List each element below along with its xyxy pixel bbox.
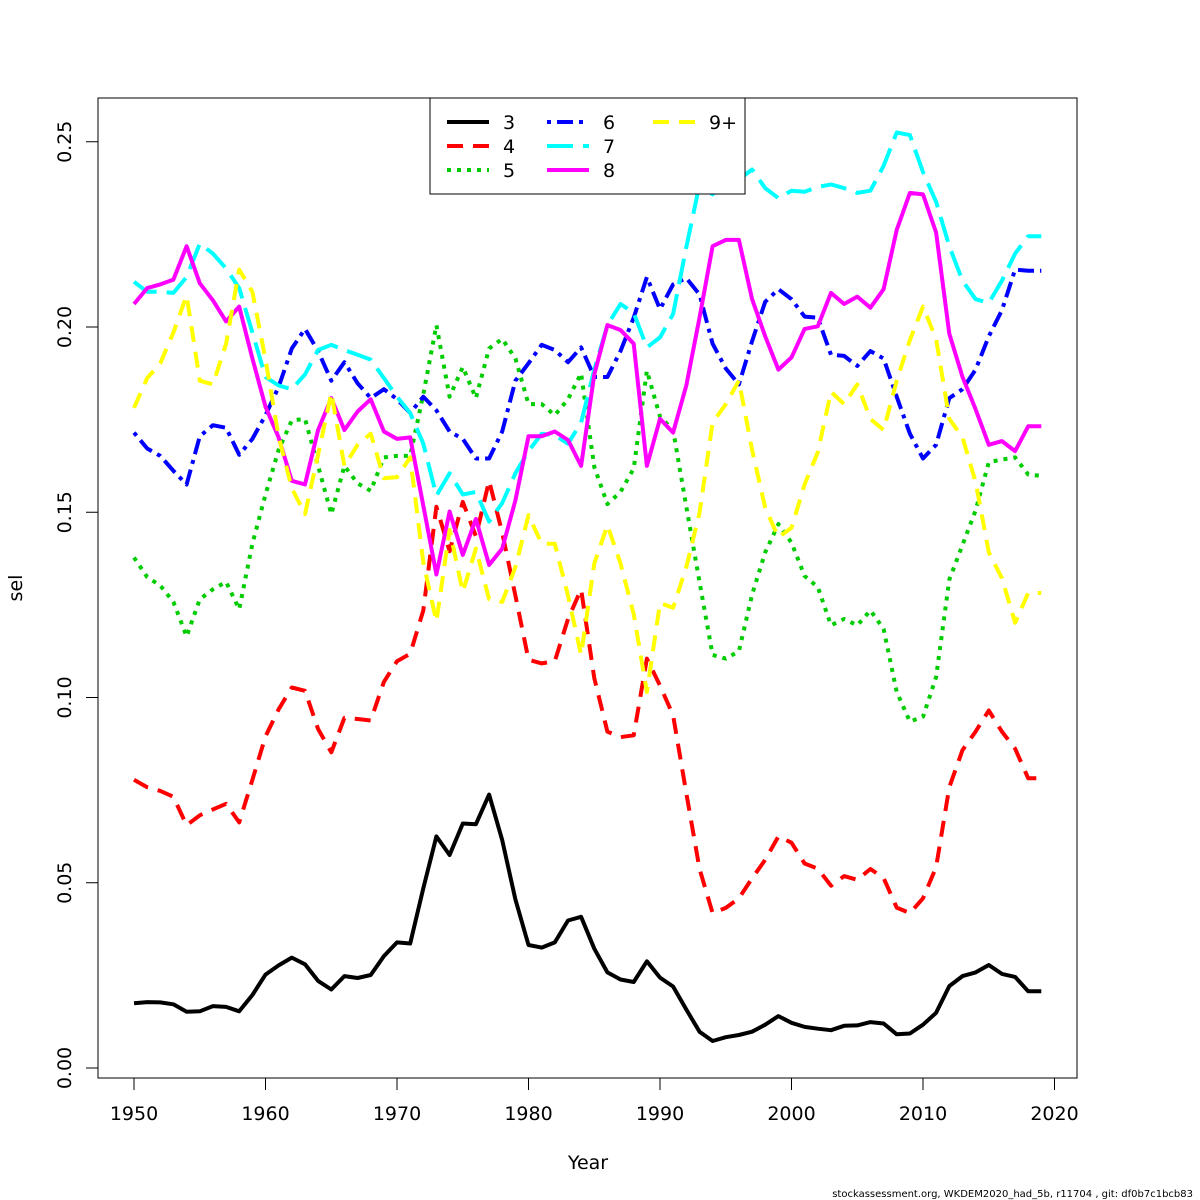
legend-label-5: 5 xyxy=(503,160,515,182)
footnote: stockassessment.org, WKDEM2020_had_5b, r… xyxy=(832,1189,1193,1200)
x-tick-label: 1970 xyxy=(373,1103,421,1125)
legend: 345 678 9+ xyxy=(429,97,746,195)
series-line-9plus xyxy=(132,267,1042,694)
legend-label-7: 7 xyxy=(603,136,615,158)
x-tick-label: 1950 xyxy=(110,1103,158,1125)
series-line-8 xyxy=(132,190,1042,577)
x-tick-label: 1990 xyxy=(636,1103,684,1125)
x-tick-label: 1980 xyxy=(504,1103,552,1125)
x-axis: 1950 1960 1970 1980 1990 2000 2010 2020 xyxy=(110,1077,1079,1125)
legend-label-3: 3 xyxy=(503,112,515,134)
y-tick-label: 0.25 xyxy=(54,121,76,163)
x-tick-label: 2010 xyxy=(899,1103,947,1125)
x-tick-label: 2000 xyxy=(767,1103,815,1125)
y-tick-label: 0.05 xyxy=(54,862,76,904)
y-tick-label: 0.20 xyxy=(54,306,76,348)
x-tick-label: 2020 xyxy=(1030,1103,1078,1125)
legend-label-6: 6 xyxy=(603,112,615,134)
series-line-5 xyxy=(132,323,1042,724)
series-line-6 xyxy=(132,267,1042,487)
x-axis-title: Year xyxy=(567,1152,608,1174)
y-tick-label: 0.15 xyxy=(54,491,76,533)
y-axis-title: sel xyxy=(5,575,27,602)
y-tick-label: 0.10 xyxy=(54,676,76,718)
legend-label-8: 8 xyxy=(603,160,615,182)
legend-label-9plus: 9+ xyxy=(709,112,737,134)
y-tick-label: 0.00 xyxy=(54,1047,76,1089)
y-axis: 0.00 0.05 0.10 0.15 0.20 0.25 xyxy=(54,121,99,1089)
series-layer xyxy=(132,130,1042,1043)
series-line-7 xyxy=(132,130,1042,524)
series-line-4 xyxy=(133,478,1042,916)
x-tick-label: 1960 xyxy=(241,1103,289,1125)
legend-label-4: 4 xyxy=(503,136,515,158)
series-line-3 xyxy=(133,792,1042,1043)
